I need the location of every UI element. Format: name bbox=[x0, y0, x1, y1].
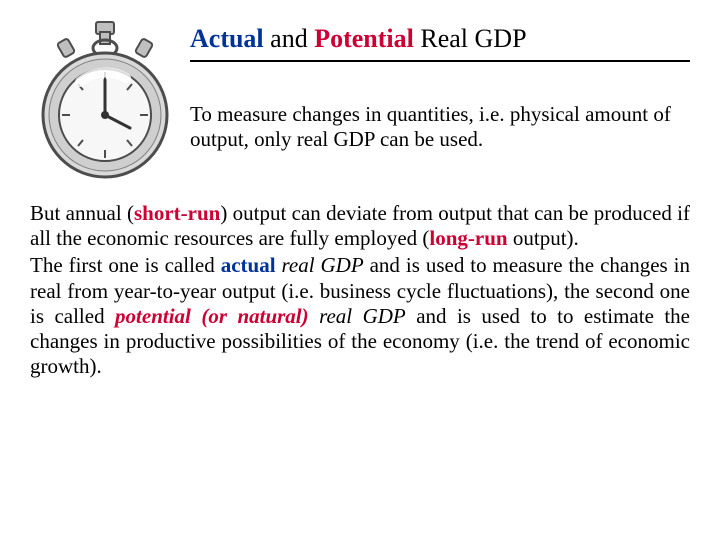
p2-d: real GDP bbox=[309, 304, 406, 328]
page-title: Actual and Potential Real GDP bbox=[190, 24, 690, 54]
title-potential: Potential bbox=[314, 24, 414, 53]
title-block: Actual and Potential Real GDP To measure… bbox=[190, 20, 690, 152]
paragraph-2: The first one is called actual real GDP … bbox=[30, 253, 690, 379]
title-actual: Actual bbox=[190, 24, 264, 53]
intro-text: To measure changes in quantities, i.e. p… bbox=[190, 102, 690, 152]
p2-b-i: real GDP bbox=[276, 253, 364, 277]
title-and: and bbox=[264, 24, 315, 53]
p2-d-i: real GDP bbox=[309, 304, 406, 328]
paragraph-1: But annual (short-run) output can deviat… bbox=[30, 201, 690, 251]
p1-c: output). bbox=[508, 226, 579, 250]
kw-actual: actual bbox=[221, 253, 276, 277]
header-row: Actual and Potential Real GDP To measure… bbox=[30, 20, 690, 195]
stopwatch-icon bbox=[30, 20, 180, 195]
body-text: But annual (short-run) output can deviat… bbox=[30, 201, 690, 379]
p1-a: But annual ( bbox=[30, 201, 134, 225]
title-rest: Real GDP bbox=[414, 24, 527, 53]
p2-a: The first one is called bbox=[30, 253, 221, 277]
title-rule bbox=[190, 60, 690, 62]
kw-short-run: short-run bbox=[134, 201, 220, 225]
p2-b: real GDP bbox=[276, 253, 364, 277]
kw-long-run: long-run bbox=[429, 226, 507, 250]
kw-potential: potential (or natural) bbox=[115, 304, 309, 328]
